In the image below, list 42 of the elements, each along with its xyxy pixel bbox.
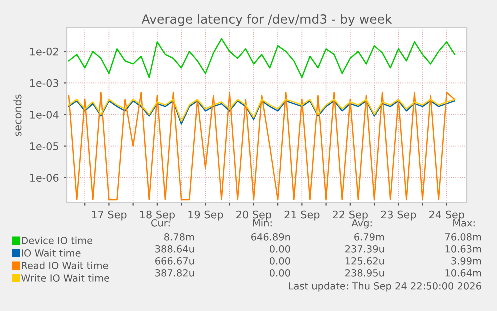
text: 237.39u <box>346 245 384 253</box>
text: 10.63m <box>446 245 482 253</box>
legend-label: Device IO time <box>22 236 93 244</box>
text: Avg: <box>352 220 372 229</box>
chart-title: Average latency for /dev/md3 - by week <box>142 14 392 26</box>
x-tick-label: 23 Sep <box>381 210 416 221</box>
x-tick-label: 19 Sep <box>188 210 224 221</box>
text: 125.62u <box>346 257 384 265</box>
text: 388.64u <box>156 245 194 253</box>
text: 666.67u <box>156 257 194 265</box>
legend-label: Read IO Wait time <box>22 262 108 270</box>
text: 10.64m <box>446 269 482 277</box>
line-series <box>68 38 456 78</box>
text: Min: <box>253 219 272 227</box>
text: Cur: <box>151 219 170 227</box>
text: 6.79m <box>354 233 384 241</box>
x-tick-label: 21 Sep <box>284 210 320 221</box>
x-tick-label: 18 Sep <box>140 210 175 221</box>
text: 0.00 <box>270 245 290 253</box>
text: 387.82u <box>156 269 194 277</box>
text: 0.00 <box>270 257 290 265</box>
y-axis-title: seconds <box>14 94 22 136</box>
text: 3.99m <box>452 257 482 265</box>
y-tick-label: 1e-06 <box>30 174 59 182</box>
text: 0.00 <box>270 269 290 277</box>
x-tick-label: 17 Sep <box>92 210 127 221</box>
text: 76.08m <box>445 233 482 241</box>
x-tick-label: 20 Sep <box>236 210 272 221</box>
text: 238.95u <box>346 269 384 277</box>
line-series <box>68 92 456 201</box>
y-tick-label: 1e-02 <box>30 48 58 56</box>
text: 646.89n <box>252 233 290 241</box>
legend-label: Write IO Wait time <box>21 274 110 282</box>
y-tick-label: 1e-04 <box>30 110 59 119</box>
text: Last update: Thu Sep 24 22:50:00 2026 <box>289 282 482 292</box>
text: Max: <box>454 220 475 227</box>
x-tick-label: 22 Sep <box>333 210 368 221</box>
y-tick-label: 1e-03 <box>30 79 59 88</box>
text: 8.78m <box>164 233 194 241</box>
y-tick-label: 1e-05 <box>30 142 58 150</box>
legend-label: IO Wait time <box>22 249 81 257</box>
x-tick-label: 24 Sep <box>430 210 464 221</box>
